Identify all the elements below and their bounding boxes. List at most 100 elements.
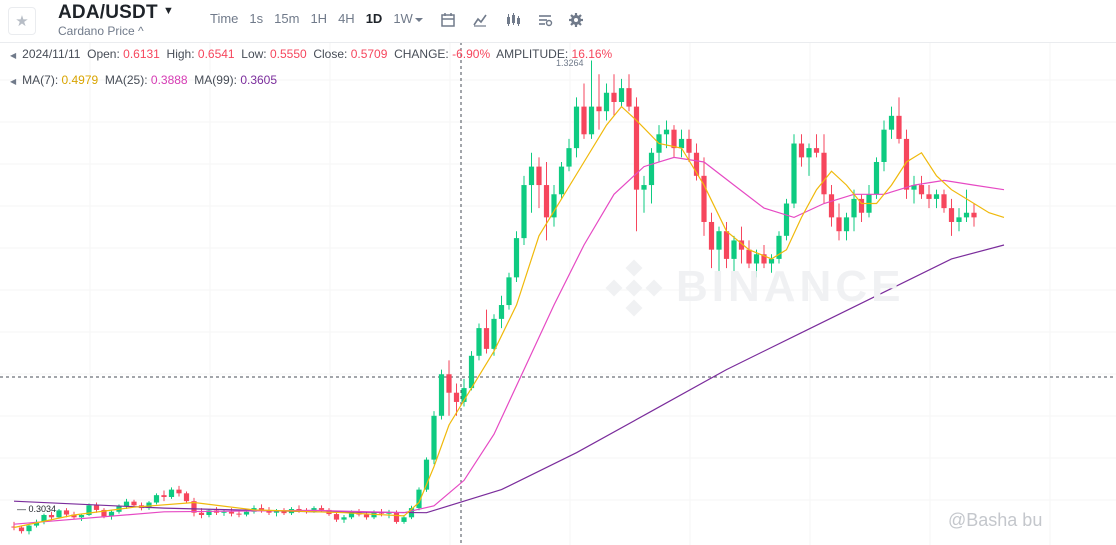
candle-10 — [86, 503, 92, 516]
template-icon[interactable] — [536, 11, 554, 29]
ma25-value: 0.3888 — [150, 73, 188, 87]
candle-body-99 — [753, 254, 760, 264]
collapse-caret-icon[interactable]: ◀ — [10, 51, 17, 60]
candle-body-98 — [746, 249, 752, 264]
candle-body-97 — [738, 240, 745, 250]
interval-1h[interactable]: 1H — [310, 11, 328, 26]
candle-91 — [693, 143, 700, 181]
candle-89 — [678, 129, 685, 158]
candle-body-108 — [821, 152, 827, 195]
interval-time[interactable]: Time — [210, 11, 239, 26]
candle-95 — [723, 221, 730, 269]
pair-subtitle[interactable]: Cardano Price ^ — [58, 24, 144, 38]
candle-103 — [783, 198, 790, 241]
candle-67 — [513, 231, 520, 282]
candle-82 — [626, 74, 632, 112]
candle-115 — [873, 157, 880, 199]
candle-type-icon[interactable] — [504, 11, 522, 29]
candle-20 — [161, 490, 167, 502]
candle-body-3 — [33, 521, 40, 526]
candle-0 — [11, 521, 17, 531]
candles — [11, 60, 977, 535]
candle-body-119 — [903, 138, 910, 190]
candle-body-36 — [281, 511, 287, 514]
candle-19 — [153, 493, 160, 505]
candle-108 — [821, 134, 827, 204]
interval-1w[interactable]: 1W — [393, 11, 413, 26]
candle-22 — [176, 485, 182, 497]
candle-body-22 — [176, 489, 182, 494]
candle-11 — [93, 502, 100, 513]
candle-body-68 — [521, 185, 527, 239]
candle-body-103 — [783, 203, 790, 236]
candle-98 — [746, 240, 752, 269]
candle-6 — [56, 509, 62, 519]
candle-114 — [866, 185, 872, 218]
chart-grid — [0, 42, 1116, 545]
candle-65 — [498, 295, 505, 329]
dropdown-icon[interactable] — [410, 11, 428, 29]
moving-average-lines — [13, 105, 1005, 529]
ma25-line — [13, 156, 1005, 525]
candle-body-11 — [93, 505, 100, 510]
candle-125 — [948, 198, 955, 236]
candle-body-28 — [221, 511, 227, 513]
interval-1d[interactable]: 1D — [365, 11, 383, 26]
settings-icon[interactable] — [567, 11, 585, 29]
high-price-label: 1.3264 — [556, 58, 584, 68]
candle-body-50 — [386, 512, 392, 514]
pair-dropdown-icon[interactable]: ▼ — [163, 5, 174, 17]
close-label: Close: — [313, 47, 348, 61]
candle-body-107 — [813, 148, 820, 153]
candle-body-52 — [401, 517, 407, 522]
candle-body-83 — [633, 106, 640, 190]
pair-title[interactable]: ADA/USDT — [58, 2, 158, 23]
candle-73 — [558, 161, 565, 199]
candle-body-2 — [26, 525, 32, 532]
interval-4h[interactable]: 4H — [338, 11, 355, 26]
candle-128 — [971, 203, 977, 227]
ma-collapse-caret-icon[interactable]: ◀ — [10, 77, 17, 86]
candle-63 — [483, 309, 490, 354]
interval-15m[interactable]: 15m — [274, 11, 300, 26]
calendar-icon[interactable] — [439, 11, 457, 29]
interval-1s[interactable]: 1s — [249, 11, 264, 26]
candle-body-79 — [603, 92, 610, 112]
favorite-star-button[interactable]: ★ — [8, 7, 36, 35]
candle-body-60 — [461, 388, 467, 402]
candle-body-115 — [873, 161, 880, 195]
candle-24 — [191, 497, 197, 517]
candle-43 — [333, 511, 340, 522]
candle-111 — [843, 212, 850, 241]
candle-body-76 — [581, 106, 587, 135]
candle-71 — [543, 161, 550, 241]
candle-110 — [836, 203, 842, 241]
candle-120 — [911, 175, 917, 204]
candle-body-9 — [78, 515, 85, 518]
ohlc-legend: ◀ 2024/11/11 Open: 0.6131 High: 0.6541 Lo… — [10, 47, 612, 61]
ma7-value: 0.4979 — [61, 73, 99, 87]
candle-body-65 — [498, 305, 505, 319]
candle-126 — [956, 208, 962, 232]
candle-body-96 — [731, 240, 737, 259]
ma7-label: MA(7): — [22, 73, 59, 87]
candle-84 — [641, 175, 647, 213]
candle-93 — [708, 212, 715, 269]
candle-25 — [198, 508, 205, 519]
candle-78 — [596, 74, 602, 130]
candle-body-1 — [18, 527, 25, 532]
indicator-icon[interactable] — [471, 11, 489, 29]
candle-body-95 — [723, 231, 730, 259]
candle-body-24 — [191, 501, 197, 513]
candle-body-101 — [768, 258, 775, 264]
candle-body-25 — [198, 512, 205, 516]
candle-body-90 — [686, 138, 692, 153]
ma-legend: ◀ MA(7): 0.4979 MA(25): 0.3888 MA(99): 0.… — [10, 73, 277, 87]
candle-body-106 — [806, 148, 812, 158]
candle-122 — [926, 185, 932, 209]
candle-2 — [26, 524, 32, 535]
candle-body-5 — [48, 515, 55, 518]
candle-60 — [461, 378, 467, 407]
open-label: Open: — [87, 47, 120, 61]
